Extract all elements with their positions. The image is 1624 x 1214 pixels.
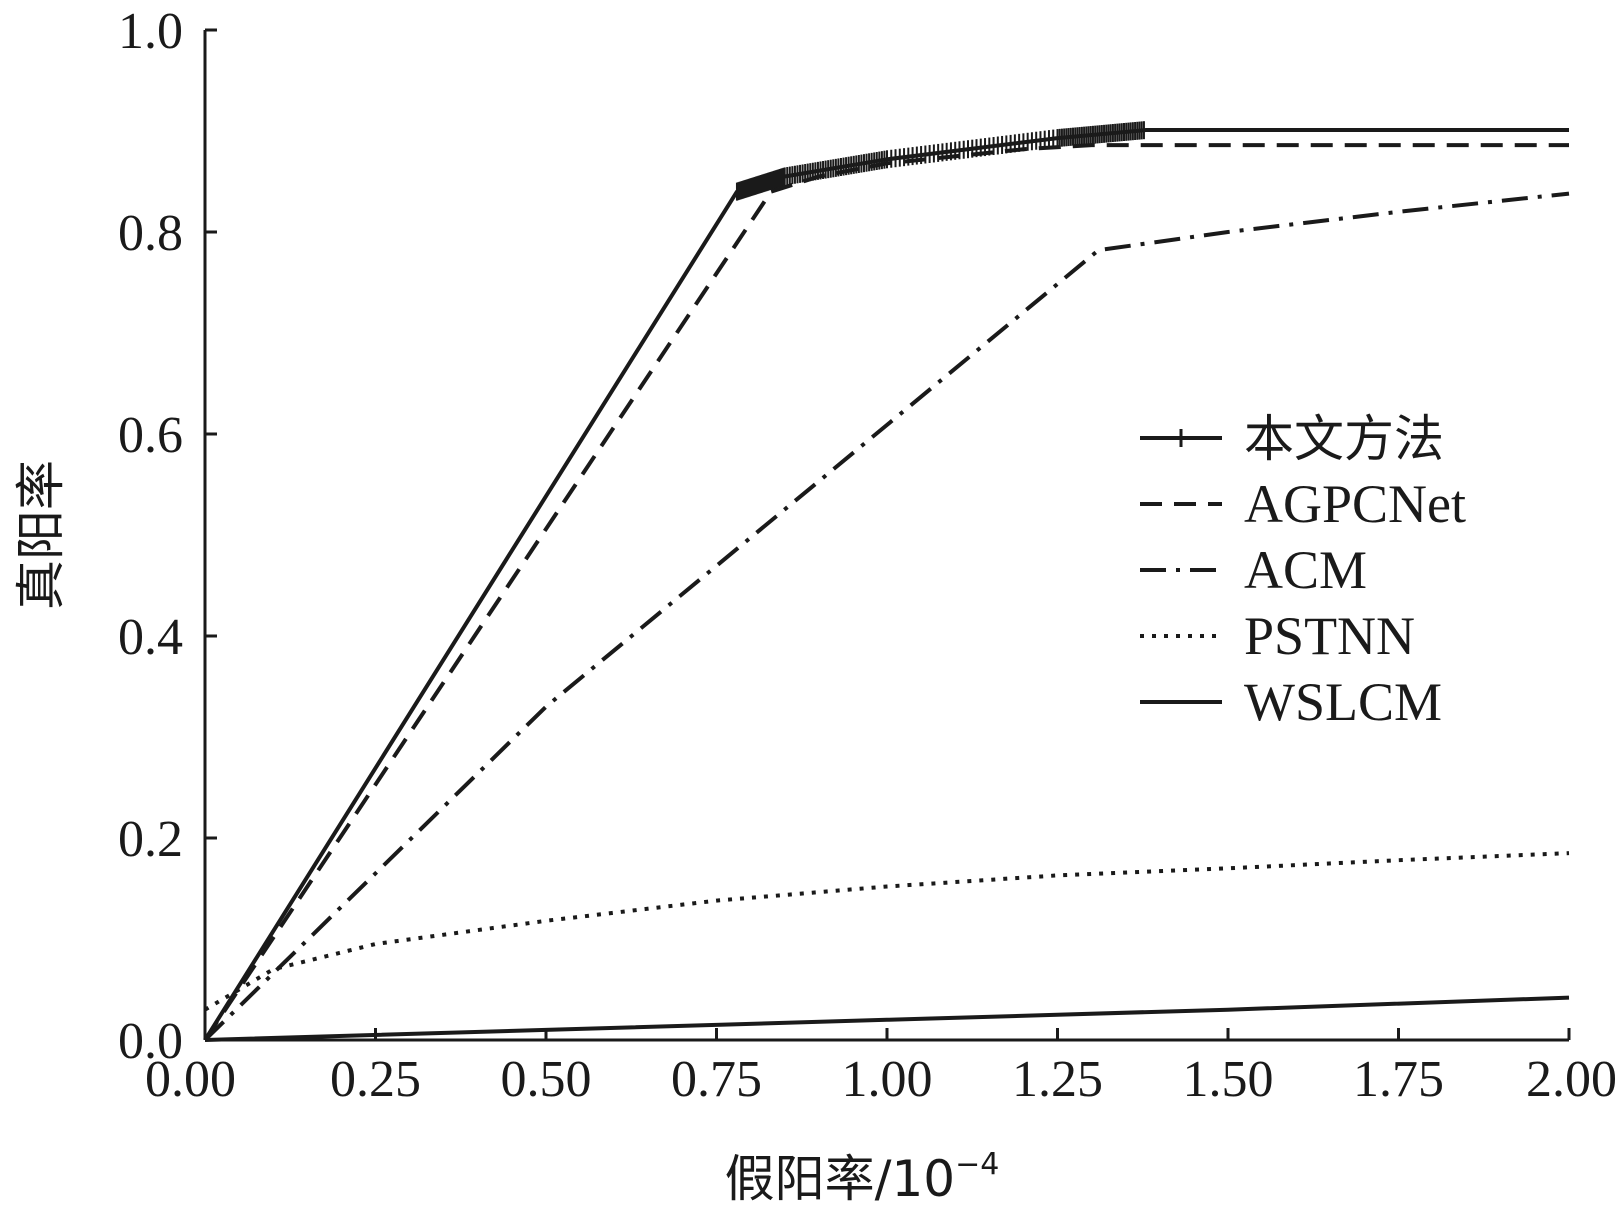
series-line-1 [203, 143, 1569, 1042]
x-axis-title-exponent: −4 [955, 1147, 999, 1182]
series-layer [203, 121, 1570, 1042]
y-tick-label: 0.4 [118, 609, 183, 666]
x-tick-label: 0.75 [671, 1051, 762, 1108]
series-line-4 [204, 995, 1570, 1042]
x-axis-title-main: 假阳率/10 [725, 1150, 955, 1208]
x-tick-label: 1.00 [842, 1051, 933, 1108]
x-tick-label: 1.50 [1183, 1051, 1274, 1108]
legend-label-4: WSLCM [1244, 672, 1442, 732]
series-line-3 [203, 851, 1570, 1012]
series-line-2 [203, 191, 1570, 1042]
x-tick-label: 0.50 [501, 1051, 592, 1108]
legend-label-3: PSTNN [1244, 606, 1415, 666]
x-tick-label: 0.25 [330, 1051, 421, 1108]
x-tick-label: 0.00 [145, 1051, 236, 1108]
y-tick-label: 0.6 [118, 407, 183, 464]
y-tick-label: 0.2 [118, 811, 183, 868]
legend-label-2: ACM [1244, 540, 1367, 600]
y-tick-label: 0.0 [118, 1013, 183, 1070]
x-tick-label: 1.75 [1353, 1051, 1444, 1108]
y-tick-label: 0.8 [118, 205, 183, 262]
y-axis-title: 真阳率 [12, 460, 70, 610]
legend-label-1: AGPCNet [1244, 474, 1466, 534]
legend-label-0: 本文方法 [1244, 410, 1444, 468]
x-axis-title: 假阳率/10−4 [725, 1147, 1000, 1208]
x-tick-label: 2.00 [1526, 1051, 1617, 1108]
ticks-layer: 0.00 0.25 0.50 0.75 1.00 1.25 1.50 1.75 2.00 0.0 0… [118, 3, 1617, 1108]
y-tick-label: 1.0 [118, 3, 183, 60]
x-tick-label: 1.25 [1012, 1051, 1103, 1108]
